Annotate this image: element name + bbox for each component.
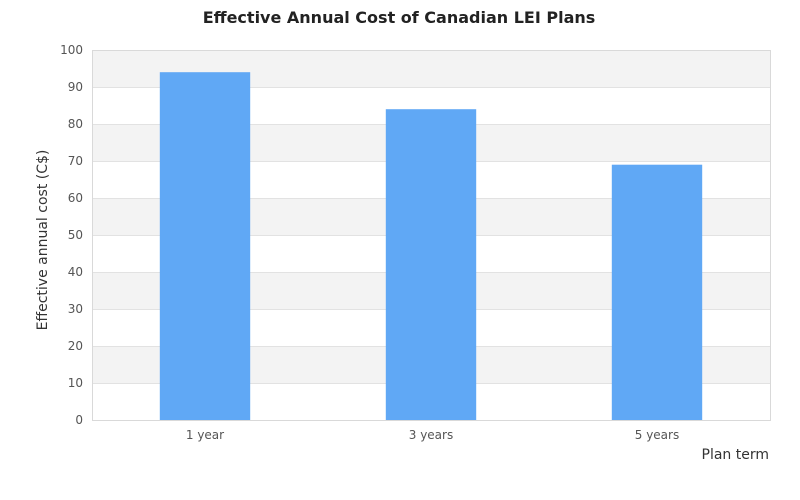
x-tick-label: 3 years: [409, 428, 453, 442]
bar-3-years: [385, 109, 477, 420]
y-axis-label: Effective annual cost (C$): [35, 150, 51, 331]
y-tick-label: 50: [68, 228, 83, 242]
y-tick-label: 90: [68, 80, 83, 94]
x-axis-label: Plan term: [702, 447, 769, 463]
bars: [159, 72, 703, 420]
y-tick-label: 10: [68, 376, 83, 390]
y-axis-ticks: 0 10 20 30 40 50 60 70 80 90 100: [60, 43, 83, 427]
x-tick-label: 5 years: [635, 428, 679, 442]
plot-area: [92, 50, 771, 421]
bar-1-year: [159, 72, 251, 420]
y-tick-label: 30: [68, 302, 83, 316]
y-tick-label: 20: [68, 339, 83, 353]
y-tick-label: 100: [60, 43, 83, 57]
bar-5-years: [611, 164, 703, 420]
y-tick-label: 80: [68, 117, 83, 131]
chart-title: Effective Annual Cost of Canadian LEI Pl…: [203, 8, 596, 27]
x-tick-label: 1 year: [186, 428, 224, 442]
y-tick-label: 0: [75, 413, 83, 427]
y-tick-label: 70: [68, 154, 83, 168]
x-axis-ticks: 1 year 3 years 5 years: [186, 428, 679, 442]
y-tick-label: 40: [68, 265, 83, 279]
y-tick-label: 60: [68, 191, 83, 205]
